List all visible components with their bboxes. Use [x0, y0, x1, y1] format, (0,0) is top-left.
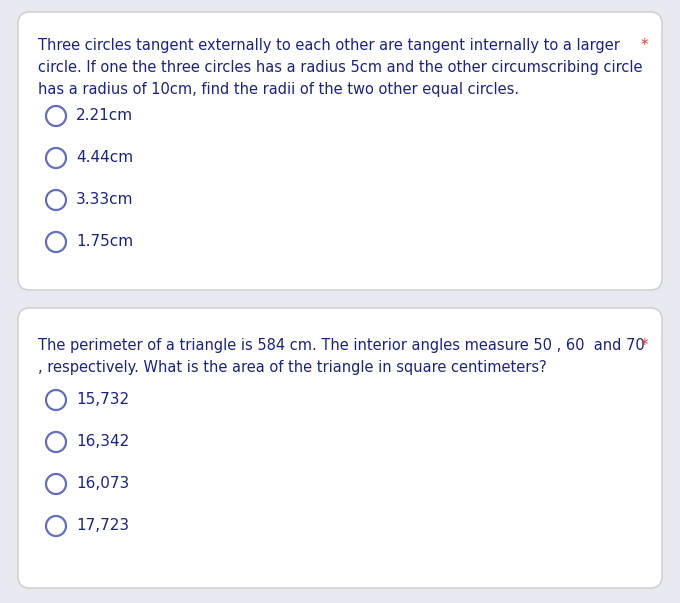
- Text: Three circles tangent externally to each other are tangent internally to a large: Three circles tangent externally to each…: [38, 38, 620, 53]
- Text: *: *: [641, 338, 648, 353]
- Circle shape: [46, 190, 66, 210]
- Circle shape: [46, 232, 66, 252]
- Text: 15,732: 15,732: [76, 393, 129, 408]
- Circle shape: [46, 390, 66, 410]
- Text: 1.75cm: 1.75cm: [76, 235, 133, 250]
- Text: 16,342: 16,342: [76, 435, 129, 449]
- Text: 3.33cm: 3.33cm: [76, 192, 133, 207]
- Text: circle. If one the three circles has a radius 5cm and the other circumscribing c: circle. If one the three circles has a r…: [38, 60, 643, 75]
- Text: 17,723: 17,723: [76, 519, 129, 534]
- Circle shape: [46, 106, 66, 126]
- Text: The perimeter of a triangle is 584 cm. The interior angles measure 50 , 60  and : The perimeter of a triangle is 584 cm. T…: [38, 338, 645, 353]
- Circle shape: [46, 148, 66, 168]
- Text: 16,073: 16,073: [76, 476, 129, 491]
- Text: 4.44cm: 4.44cm: [76, 151, 133, 165]
- FancyBboxPatch shape: [18, 12, 662, 290]
- Text: , respectively. What is the area of the triangle in square centimeters?: , respectively. What is the area of the …: [38, 360, 547, 375]
- Text: *: *: [641, 38, 648, 53]
- Text: 2.21cm: 2.21cm: [76, 109, 133, 124]
- Circle shape: [46, 516, 66, 536]
- Circle shape: [46, 474, 66, 494]
- FancyBboxPatch shape: [18, 308, 662, 588]
- Circle shape: [46, 432, 66, 452]
- Text: has a radius of 10cm, find the radii of the two other equal circles.: has a radius of 10cm, find the radii of …: [38, 82, 519, 97]
